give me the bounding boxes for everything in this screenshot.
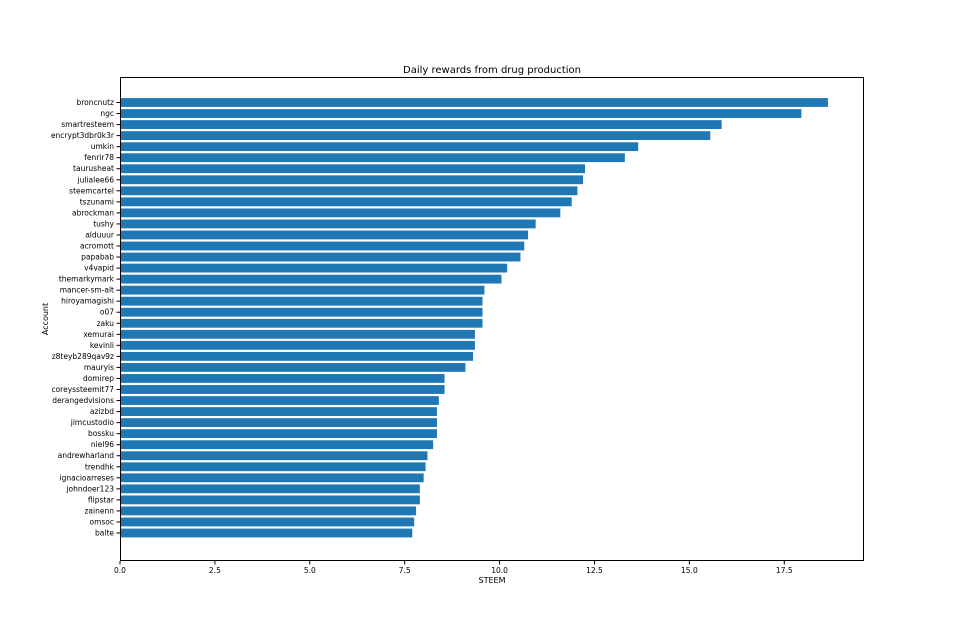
- bar-acromott: [120, 241, 525, 251]
- y-tick-label: steemcartel: [69, 186, 114, 195]
- y-tick-label: derangedvisions: [52, 396, 114, 405]
- y-tick-label: smartresteem: [61, 120, 114, 129]
- y-tick-label: themarkymark: [59, 275, 115, 284]
- bar-johndoer123: [120, 484, 420, 494]
- bar-omsoc: [120, 517, 415, 527]
- bar-tszunami: [120, 197, 572, 207]
- y-axis-label: Account: [41, 303, 50, 335]
- bar-domirep: [120, 374, 445, 383]
- y-tick-label: azizbd: [90, 407, 114, 416]
- y-tick-label: johndoer123: [65, 484, 114, 493]
- y-tick-label: flipstar: [88, 495, 115, 504]
- y-tick-label: ignacioarreses: [60, 473, 115, 482]
- y-tick-label: alduuur: [85, 230, 115, 239]
- y-tick-label: hiroyamagishi: [61, 297, 114, 306]
- bar-mancer-sm-alt: [120, 285, 485, 295]
- bar-abrockman: [120, 208, 561, 218]
- bar-v4vapid: [120, 263, 508, 273]
- x-ticks-group: 0.0 2.5 5.0 7.5 10.0 12.5 15.0 17.5: [114, 561, 793, 575]
- y-tick-label: mauryis: [84, 363, 114, 372]
- x-tick-label: 5.0: [304, 566, 316, 575]
- y-tick-label: xemurai: [83, 330, 114, 339]
- y-tick-label: encrypt3dbr0k3r: [51, 131, 115, 140]
- y-tick-label: kevinli: [90, 341, 114, 350]
- bar-alduuur: [120, 230, 529, 240]
- x-tick-label: 17.5: [776, 566, 793, 575]
- bar-flipstar: [120, 495, 420, 505]
- y-tick-label: domirep: [83, 374, 114, 383]
- y-tick-label: coreyssteemit77: [51, 385, 114, 394]
- y-tick-label: umkin: [91, 142, 114, 151]
- y-tick-label: fenrir78: [84, 153, 114, 162]
- y-tick-label: ngc: [100, 109, 114, 118]
- chart-title: Daily rewards from drug production: [403, 65, 581, 76]
- bar-taurusheat: [120, 164, 585, 174]
- bar-zainenn: [120, 506, 417, 516]
- bar-ignacioarreses: [120, 473, 424, 483]
- y-tick-label: z8teyb289qav9z: [52, 352, 114, 361]
- y-tick-label: tszunami: [80, 197, 114, 206]
- bar-smartresteem: [120, 120, 722, 129]
- bar-z8teyb289qav9z: [120, 351, 474, 361]
- y-tick-label: andrewharland: [58, 451, 115, 460]
- bar-julialee66: [120, 175, 584, 185]
- bar-fenrir78: [120, 153, 625, 163]
- y-tick-label: abrockman: [72, 208, 114, 217]
- x-tick-label: 10.0: [491, 566, 508, 575]
- x-tick-label: 2.5: [209, 566, 221, 575]
- y-tick-label: trendhk: [85, 462, 115, 471]
- plot-frame: [120, 77, 864, 561]
- y-tick-label: zainenn: [85, 506, 115, 515]
- bar-jimcustodio: [120, 418, 437, 428]
- y-tick-label: acromott: [80, 242, 114, 251]
- y-tick-label: o07: [100, 308, 114, 317]
- bar-andrewharland: [120, 451, 428, 461]
- bar-encrypt3dbr0k3r: [120, 131, 711, 141]
- bar-azizbd: [120, 407, 437, 416]
- bar-mauryis: [120, 363, 466, 372]
- bar-papabab: [120, 252, 521, 262]
- bar-derangedvisions: [120, 396, 439, 405]
- bar-coreyssteemit77: [120, 385, 445, 394]
- bar-o07: [120, 307, 483, 317]
- y-tick-label: mancer-sm-alt: [60, 286, 114, 295]
- bar-ngc: [120, 109, 802, 118]
- bar-trendhk: [120, 462, 426, 472]
- x-tick-label: 0.0: [114, 566, 126, 575]
- y-tick-label: jimcustodio: [70, 418, 115, 427]
- y-tick-label: bossku: [88, 429, 114, 438]
- y-tick-label: tushy: [93, 219, 114, 228]
- y-tick-label: julialee66: [77, 175, 115, 184]
- x-tick-label: 7.5: [399, 566, 411, 575]
- y-tick-label: zaku: [97, 319, 115, 328]
- y-tick-label: omsoc: [89, 517, 114, 526]
- x-axis-label: STEEM: [479, 576, 506, 585]
- y-ticks-group: broncnutz ngc smartresteem encrypt3dbr0k3r u…: [51, 98, 120, 538]
- bar-kevinli: [120, 340, 475, 350]
- x-tick-label: 12.5: [586, 566, 603, 575]
- bar-umkin: [120, 142, 639, 152]
- y-tick-label: niel96: [91, 440, 114, 449]
- bar-themarkymark: [120, 274, 502, 284]
- bar-hiroyamagishi: [120, 296, 483, 306]
- bar-broncnutz: [120, 98, 828, 107]
- bar-bossku: [120, 429, 437, 439]
- bar-balte: [120, 528, 413, 538]
- y-tick-label: v4vapid: [84, 264, 114, 273]
- bar-steemcartel: [120, 186, 578, 196]
- y-tick-label: taurusheat: [73, 164, 114, 173]
- bar-xemurai: [120, 329, 475, 339]
- bar-zaku: [120, 318, 483, 328]
- bars-group: [120, 98, 828, 538]
- bar-niel96: [120, 440, 434, 450]
- bar-tushy: [120, 219, 536, 229]
- y-tick-label: papabab: [81, 253, 114, 262]
- y-tick-label: broncnutz: [76, 98, 114, 107]
- y-tick-label: balte: [95, 529, 114, 538]
- x-tick-label: 15.0: [681, 566, 698, 575]
